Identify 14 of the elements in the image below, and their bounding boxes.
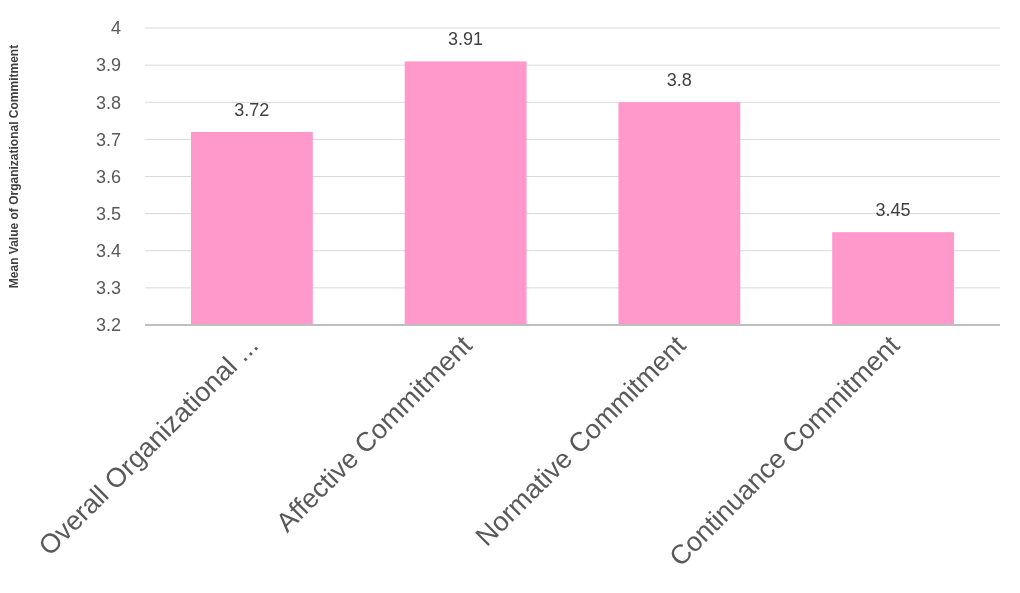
data-label: 3.72 xyxy=(234,99,270,120)
y-tick-label: 3.9 xyxy=(95,55,121,76)
y-tick-label: 3.5 xyxy=(95,203,121,224)
y-axis-title: Mean Value of Organizational Commitment xyxy=(7,44,21,289)
y-tick-label: 4 xyxy=(110,18,121,39)
y-tick-label: 3.7 xyxy=(95,129,121,150)
y-tick-label: 3.8 xyxy=(95,92,121,113)
y-tick-label: 3.6 xyxy=(95,166,121,187)
data-label: 3.91 xyxy=(448,29,484,50)
y-tick-label: 3.4 xyxy=(95,241,121,262)
y-tick-label: 3.3 xyxy=(95,278,121,299)
data-label: 3.8 xyxy=(666,70,692,91)
data-label: 3.45 xyxy=(875,200,911,221)
y-tick-label: 3.2 xyxy=(95,315,121,336)
